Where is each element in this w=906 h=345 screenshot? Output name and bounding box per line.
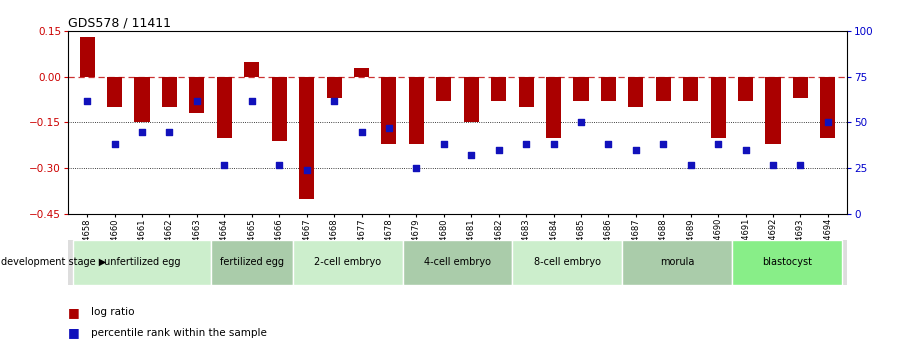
Bar	[464, 77, 478, 122]
Bar	[402, 240, 513, 285]
Bar	[513, 240, 622, 285]
Point	[272, 162, 286, 167]
Point	[573, 120, 588, 125]
Bar	[732, 240, 842, 285]
Point	[491, 147, 506, 153]
Bar	[73, 240, 210, 285]
Bar	[518, 77, 534, 107]
Point	[107, 142, 121, 147]
Point	[464, 152, 478, 158]
Text: morula: morula	[660, 257, 694, 267]
Bar	[601, 77, 616, 101]
Point	[327, 98, 342, 103]
Text: unfertilized egg: unfertilized egg	[104, 257, 180, 267]
Point	[354, 129, 369, 135]
Text: ■: ■	[68, 306, 80, 319]
Point	[80, 98, 94, 103]
Bar	[354, 68, 369, 77]
Point	[381, 125, 396, 131]
Bar	[793, 77, 808, 98]
Point	[794, 162, 808, 167]
Bar	[656, 77, 670, 101]
Bar	[217, 77, 232, 138]
Point	[711, 142, 726, 147]
Bar	[409, 77, 424, 144]
Bar	[820, 77, 835, 138]
Point	[656, 142, 670, 147]
Bar	[80, 37, 95, 77]
Point	[217, 162, 232, 167]
Bar	[710, 77, 726, 138]
Text: 4-cell embryo: 4-cell embryo	[424, 257, 491, 267]
Bar	[629, 77, 643, 107]
Point	[299, 167, 313, 173]
Point	[821, 120, 835, 125]
Text: 8-cell embryo: 8-cell embryo	[534, 257, 601, 267]
Point	[519, 142, 534, 147]
Text: blastocyst: blastocyst	[762, 257, 812, 267]
Bar	[293, 240, 402, 285]
Text: percentile rank within the sample: percentile rank within the sample	[91, 328, 266, 338]
Bar	[766, 77, 781, 144]
Text: fertilized egg: fertilized egg	[220, 257, 284, 267]
Bar	[272, 77, 286, 141]
Text: log ratio: log ratio	[91, 307, 134, 317]
Bar	[683, 77, 699, 101]
Bar	[738, 77, 753, 101]
Point	[546, 142, 561, 147]
Bar	[546, 77, 561, 138]
Bar	[437, 77, 451, 101]
Text: development stage ▶: development stage ▶	[1, 257, 106, 267]
Bar	[245, 61, 259, 77]
Point	[162, 129, 177, 135]
Point	[189, 98, 204, 103]
Bar	[491, 77, 506, 101]
Point	[629, 147, 643, 153]
Bar	[189, 77, 205, 114]
Point	[245, 98, 259, 103]
Bar	[573, 77, 589, 101]
Bar	[622, 240, 732, 285]
Bar	[326, 77, 342, 98]
Point	[683, 162, 698, 167]
Bar	[134, 77, 149, 122]
Bar	[381, 77, 397, 144]
Bar	[162, 77, 177, 107]
Point	[738, 147, 753, 153]
Point	[410, 166, 424, 171]
Point	[602, 142, 616, 147]
Point	[437, 142, 451, 147]
Text: GDS578 / 11411: GDS578 / 11411	[68, 17, 171, 30]
Point	[766, 162, 780, 167]
Bar	[107, 77, 122, 107]
Text: 2-cell embryo: 2-cell embryo	[314, 257, 381, 267]
Bar	[210, 240, 293, 285]
Point	[135, 129, 149, 135]
Bar	[299, 77, 314, 199]
Text: ■: ■	[68, 326, 80, 339]
